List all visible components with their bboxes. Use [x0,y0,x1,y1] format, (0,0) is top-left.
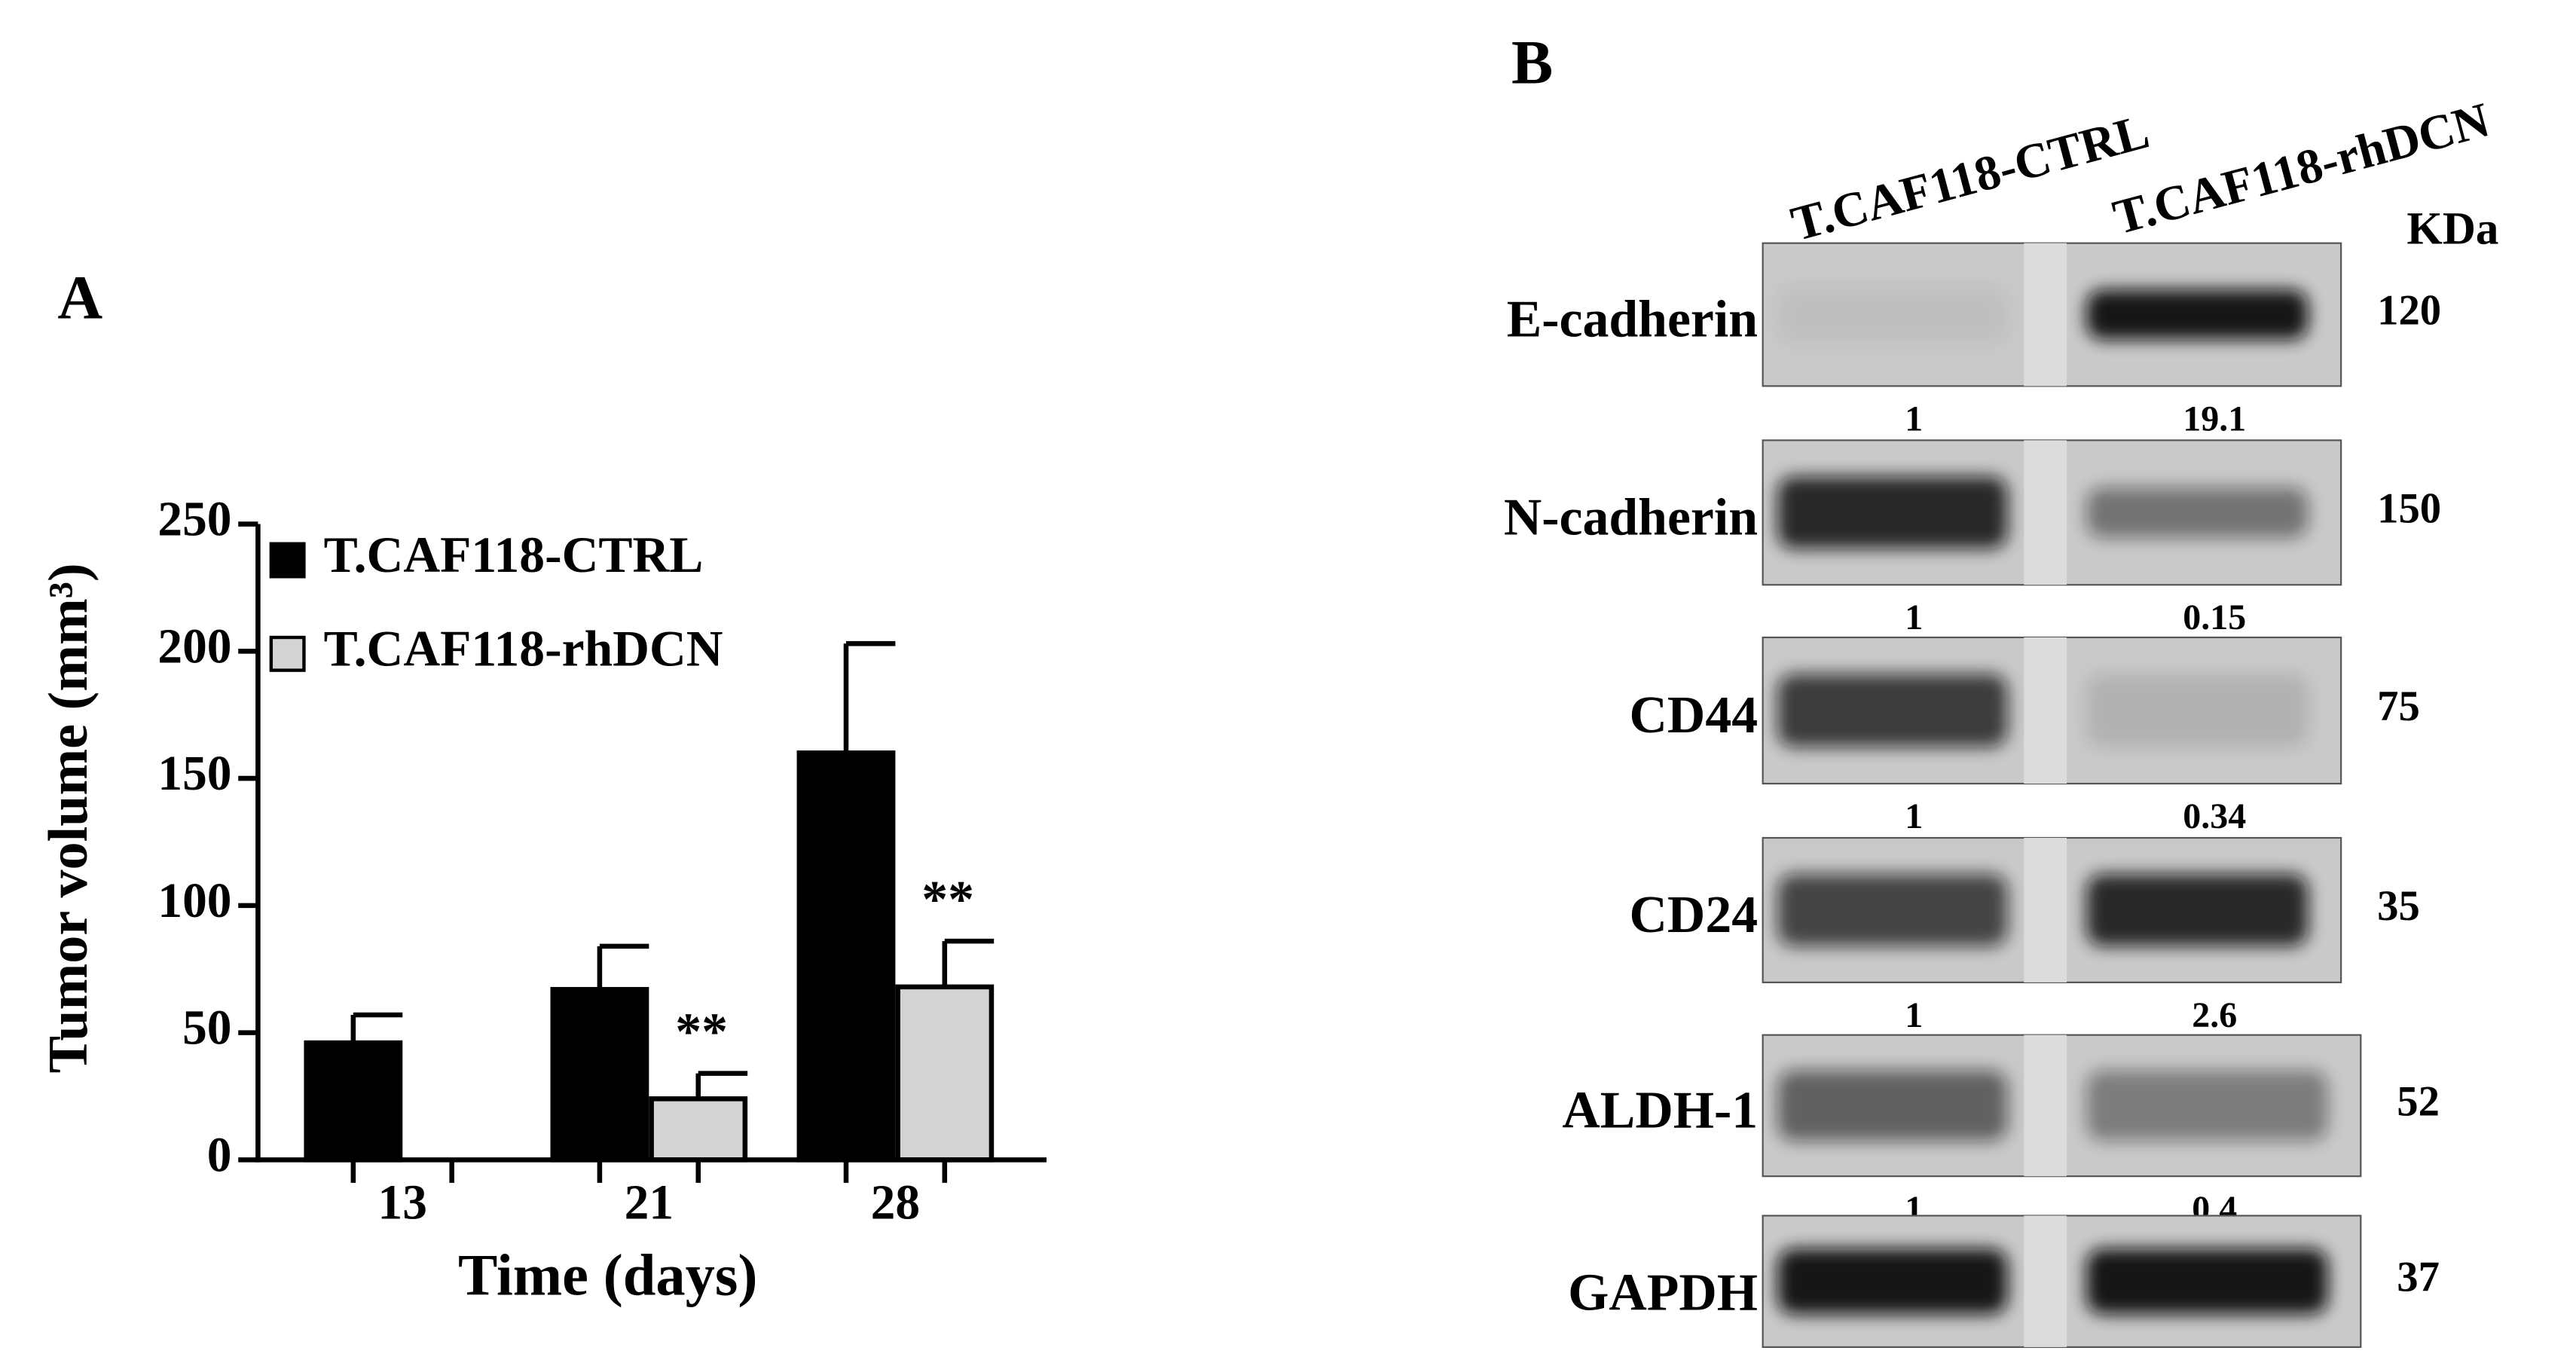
lane-label: T.CAF118-CTRL [1786,105,2155,252]
quant-label: 2.6 [2192,995,2237,1035]
protein-label: GAPDH [1568,1264,1758,1322]
protein-label: ALDH-1 [1562,1082,1758,1140]
quant-label: 1 [1905,399,1923,439]
band [1777,1248,2008,1315]
band [1777,1070,2008,1141]
protein-label: CD24 [1630,886,1759,944]
band [2086,487,2309,538]
lane-gap [2024,1215,2067,1347]
kda-label: 37 [2397,1254,2440,1301]
y-tick-label: 50 [182,1001,231,1056]
lane-gap [2024,838,2067,982]
error-bar [597,943,649,990]
lane-gap [2024,243,2067,387]
band [2086,674,2309,747]
legend-swatch [269,635,306,672]
kda-label: 120 [2377,287,2441,335]
quant-label: 0.34 [2183,796,2246,836]
error-bar [695,1071,748,1099]
error-bar [942,938,995,987]
lane-gap [2024,1034,2067,1177]
unit-label: KDa [2406,204,2498,255]
bar [304,1040,403,1163]
panel-label: B [1511,28,1553,97]
legend-label: T.CAF118-rhDCN [324,620,723,677]
band [2086,873,2309,946]
kda-label: 35 [2377,882,2420,930]
kda-label: 150 [2377,484,2441,532]
kda-label: 52 [2397,1077,2440,1125]
bar [895,984,995,1163]
band [1777,286,2008,344]
x-tick-label: 13 [378,1176,427,1230]
quant-label: 1 [1905,597,1923,637]
y-tick-label: 250 [157,493,231,547]
y-tick-label: 0 [207,1128,232,1182]
band [2086,1248,2328,1315]
significance-label: ** [921,871,974,929]
quant-label: 0.15 [2183,597,2246,637]
band [1777,674,2008,747]
bar [550,986,649,1163]
legend-label: T.CAF118-CTRL [324,527,704,583]
band [2086,1070,2328,1141]
quant-label: 19.1 [2183,399,2246,439]
bar [796,750,896,1163]
band [1777,476,2008,549]
error-bar [843,640,896,753]
protein-label: CD44 [1630,686,1759,744]
bar [649,1096,748,1163]
y-axis-label: Tumor volume (mm³) [38,563,99,1073]
y-tick-label: 150 [157,747,231,801]
kda-label: 75 [2377,683,2420,730]
legend-swatch [269,542,306,579]
lane-gap [2024,637,2067,784]
y-tick-label: 100 [157,874,231,928]
y-tick-label: 200 [157,619,231,674]
quant-label: 1 [1905,796,1923,836]
band [2086,289,2309,340]
x-tick-label: 28 [871,1176,920,1230]
x-tick-label: 21 [625,1176,674,1230]
quant-label: 1 [1905,995,1923,1035]
panel-label: A [57,262,102,332]
lane-gap [2024,440,2067,585]
x-axis-label: Time (days) [458,1242,758,1308]
protein-label: E-cadherin [1507,291,1758,349]
error-bar [350,1012,403,1044]
significance-label: ** [675,1004,728,1062]
protein-label: N-cadherin [1504,488,1758,546]
band [1777,873,2008,946]
